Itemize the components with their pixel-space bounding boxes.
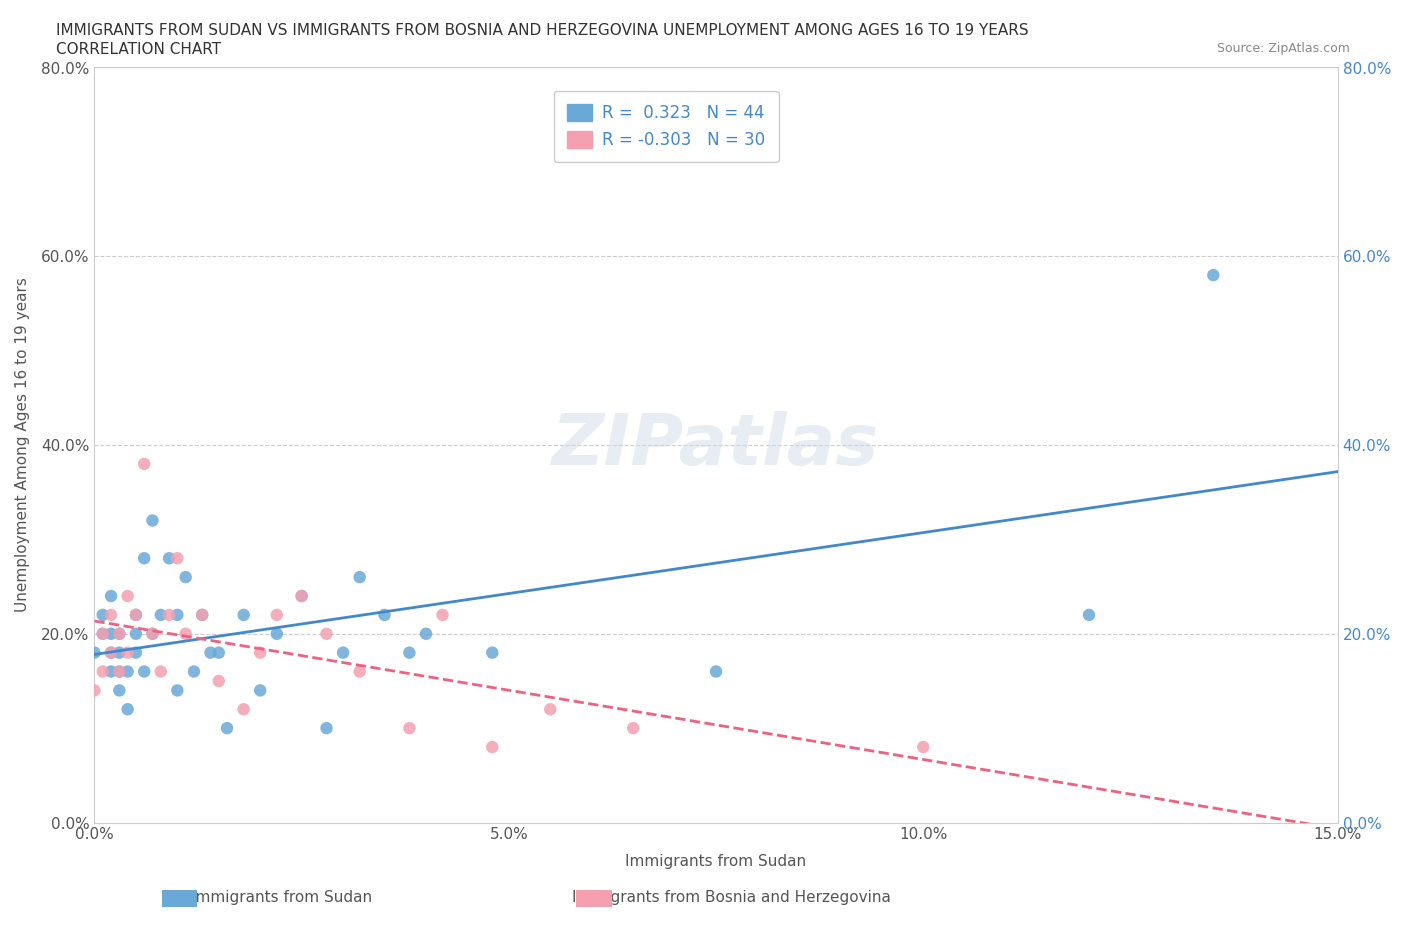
Point (157, 551, 180, 565)
Point (117, 589, 139, 604)
Point (100, 645, 122, 660)
Point (141, 513, 163, 528)
X-axis label: Immigrants from Sudan: Immigrants from Sudan (626, 854, 807, 869)
Point (349, 664, 371, 679)
Point (398, 721, 420, 736)
Point (266, 607, 288, 622)
Point (108, 645, 131, 660)
Point (1078, 607, 1101, 622)
Point (166, 683, 188, 698)
Point (912, 739, 935, 754)
Point (134, 457, 156, 472)
Point (166, 551, 188, 565)
Text: Immigrants from Sudan: Immigrants from Sudan (191, 890, 371, 905)
Point (217, 721, 239, 736)
Point (315, 721, 337, 736)
Point (249, 683, 271, 698)
Point (117, 664, 139, 679)
Text: IMMIGRANTS FROM SUDAN VS IMMIGRANTS FROM BOSNIA AND HERZEGOVINA UNEMPLOYMENT AMO: IMMIGRANTS FROM SUDAN VS IMMIGRANTS FROM… (56, 23, 1029, 38)
Text: Immigrants from Bosnia and Herzegovina: Immigrants from Bosnia and Herzegovina (572, 890, 890, 905)
Point (183, 664, 205, 679)
Point (100, 589, 122, 604)
Point (108, 664, 131, 679)
Point (91, 626, 114, 641)
Point (398, 645, 420, 660)
Point (141, 626, 163, 641)
Point (125, 626, 148, 641)
Point (621, 721, 644, 736)
Point (134, 551, 156, 565)
Point (291, 589, 314, 604)
Point (349, 570, 371, 585)
Point (208, 645, 231, 660)
Point (108, 626, 131, 641)
Point (91, 626, 114, 641)
Point (291, 589, 314, 604)
Point (208, 673, 231, 688)
Point (83, 683, 105, 698)
Point (481, 739, 503, 754)
Point (704, 664, 727, 679)
Text: ZIPatlas: ZIPatlas (553, 410, 880, 480)
Point (91, 664, 114, 679)
Point (200, 645, 222, 660)
Point (100, 607, 122, 622)
Point (100, 626, 122, 641)
Point (415, 626, 437, 641)
Point (125, 607, 148, 622)
Point (166, 607, 188, 622)
Text: CORRELATION CHART: CORRELATION CHART (56, 42, 221, 57)
Point (125, 645, 148, 660)
Point (149, 607, 172, 622)
Point (1202, 268, 1225, 283)
Point (332, 645, 354, 660)
Point (157, 607, 180, 622)
Point (232, 702, 254, 717)
Point (134, 664, 156, 679)
Point (117, 702, 139, 717)
Point (174, 626, 197, 641)
Point (374, 607, 396, 622)
Point (91, 607, 114, 622)
Point (108, 626, 131, 641)
Point (100, 664, 122, 679)
Point (191, 607, 214, 622)
Text: Source: ZipAtlas.com: Source: ZipAtlas.com (1216, 42, 1350, 55)
Point (232, 607, 254, 622)
Point (100, 645, 122, 660)
Y-axis label: Unemployment Among Ages 16 to 19 years: Unemployment Among Ages 16 to 19 years (15, 277, 30, 613)
Point (125, 607, 148, 622)
Point (481, 645, 503, 660)
Point (266, 626, 288, 641)
Point (191, 607, 214, 622)
Point (108, 664, 131, 679)
Point (249, 645, 271, 660)
Point (83, 645, 105, 660)
Point (149, 664, 172, 679)
Point (117, 645, 139, 660)
Point (315, 626, 337, 641)
Legend: R =  0.323   N = 44, R = -0.303   N = 30: R = 0.323 N = 44, R = -0.303 N = 30 (554, 91, 779, 162)
Point (174, 570, 197, 585)
Point (141, 626, 163, 641)
Point (108, 683, 131, 698)
Point (538, 702, 561, 717)
Point (432, 607, 454, 622)
